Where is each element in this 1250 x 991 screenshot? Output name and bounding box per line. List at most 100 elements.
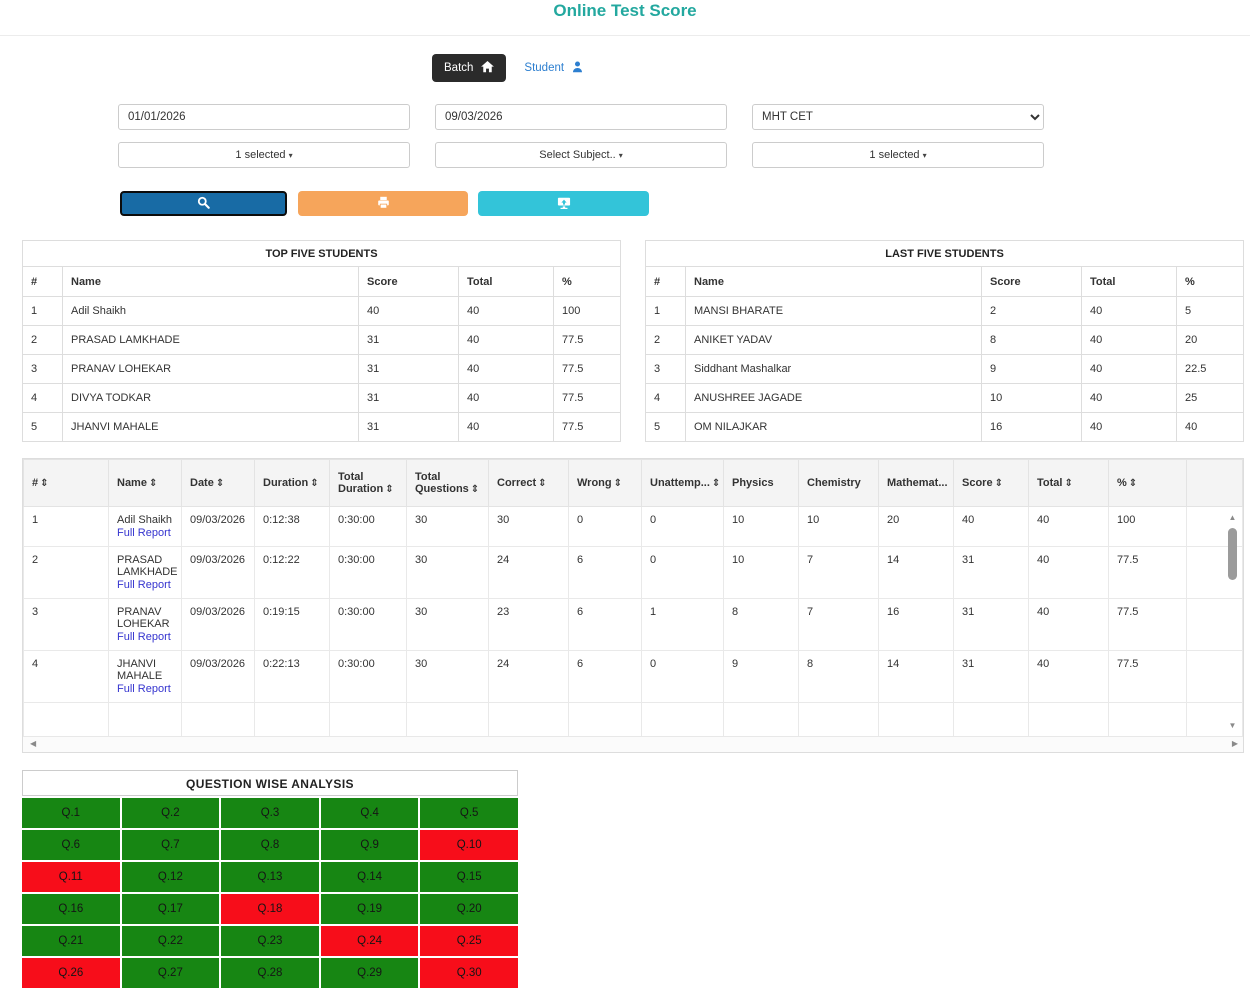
column-header-total-questions[interactable]: Total Questions ⇕ xyxy=(406,459,489,507)
cell: 1 xyxy=(645,296,686,326)
search-button[interactable] xyxy=(120,191,287,216)
column-header-date[interactable]: Date ⇕ xyxy=(181,459,255,507)
column-header--[interactable]: # ⇕ xyxy=(23,459,109,507)
column-header: Name xyxy=(62,266,359,297)
print-button[interactable] xyxy=(298,191,468,216)
column-header-unattemp-[interactable]: Unattemp... ⇕ xyxy=(641,459,724,507)
cell-physics: 8 xyxy=(723,598,799,651)
column-header-correct[interactable]: Correct ⇕ xyxy=(488,459,569,507)
column-header-total[interactable]: Total ⇕ xyxy=(1028,459,1109,507)
question-grid: Q.1 Q.2 Q.3 Q.4 Q.5 Q.6 Q.7 Q.8 Q.9 Q.10 Q.11 Q.12 Q… xyxy=(22,798,518,988)
cell-mathematics: 20 xyxy=(878,506,954,547)
tab-student[interactable]: Student xyxy=(524,60,584,76)
caret-down-icon: ▾ xyxy=(288,151,293,160)
column-header: % xyxy=(1176,266,1244,297)
cell: 20 xyxy=(1176,325,1244,355)
column-header-duration[interactable]: Duration ⇕ xyxy=(254,459,330,507)
scroll-up-icon[interactable]: ▲ xyxy=(1228,513,1237,522)
cell xyxy=(878,702,954,736)
column-header-total-duration[interactable]: Total Duration ⇕ xyxy=(329,459,407,507)
cell xyxy=(108,702,182,736)
table-row: 3 PRANAV LOHEKAR 31 40 77.5 xyxy=(22,354,621,384)
sort-icon: ⇕ xyxy=(994,478,1003,489)
column-header: # xyxy=(22,266,63,297)
last-five-title: LAST FIVE STUDENTS xyxy=(645,240,1244,267)
cell: 2 xyxy=(22,325,63,355)
full-report-link[interactable]: Full Report xyxy=(117,683,171,695)
results-table: # ⇕ Name ⇕ Date ⇕ Duration ⇕ Total Duration ⇕ Tota… xyxy=(23,459,1243,736)
exam-select[interactable]: MHT CET xyxy=(752,104,1044,130)
column-header-score[interactable]: Score ⇕ xyxy=(953,459,1029,507)
scroll-left-icon[interactable]: ◀ xyxy=(30,739,37,748)
column-label: Chemistry xyxy=(807,477,861,489)
export-button[interactable] xyxy=(478,191,649,216)
column-label: Total Questions xyxy=(415,471,469,495)
cell-total_duration: 0:30:00 xyxy=(329,650,407,703)
cell-chemistry: 7 xyxy=(798,598,879,651)
cell-unattempted: 1 xyxy=(641,598,724,651)
scrollbar-thumb[interactable] xyxy=(1228,528,1237,580)
full-report-link[interactable]: Full Report xyxy=(117,579,171,591)
cell xyxy=(798,702,879,736)
table-title-row: LAST FIVE STUDENTS xyxy=(645,240,1244,267)
student-name: PRANAV LOHEKAR xyxy=(117,606,170,630)
result-row: 1 Adil Shaikh Full Report 09/03/2026 0:12:38… xyxy=(23,506,1243,547)
column-label: Score xyxy=(962,477,993,489)
vertical-scrollbar[interactable]: ▲ ▼ xyxy=(1226,513,1239,730)
cell-total_questions: 30 xyxy=(406,546,489,599)
cell: 1 xyxy=(22,296,63,326)
column-header-wrong[interactable]: Wrong ⇕ xyxy=(568,459,642,507)
result-row-partial xyxy=(23,702,1243,736)
scrollbar-spacer-cell xyxy=(1186,650,1243,703)
sort-icon: ⇕ xyxy=(1128,478,1138,489)
cell xyxy=(406,702,489,736)
horizontal-scrollbar[interactable]: ◀ ▶ xyxy=(23,736,1243,752)
column-header-chemistry: Chemistry xyxy=(798,459,879,507)
cell-total_questions: 30 xyxy=(406,598,489,651)
column-label: Wrong xyxy=(577,477,612,489)
results-header-row: # ⇕ Name ⇕ Date ⇕ Duration ⇕ Total Duration ⇕ Tota… xyxy=(23,459,1243,507)
cell-correct: 30 xyxy=(488,506,569,547)
cell: PRASAD LAMKHADE xyxy=(62,325,359,355)
cell: PRANAV LOHEKAR xyxy=(62,354,359,384)
date-from-input[interactable] xyxy=(118,104,410,130)
cell-name: PRASAD LAMKHADE Full Report xyxy=(108,546,182,599)
table-header-row: # Name Score Total% xyxy=(645,266,1244,297)
question-cell-correct: Q.6 xyxy=(22,830,120,860)
caret-down-icon: ▾ xyxy=(618,151,623,160)
cell-duration: 0:22:13 xyxy=(254,650,330,703)
full-report-link[interactable]: Full Report xyxy=(117,527,171,539)
cell-unattempted: 0 xyxy=(641,506,724,547)
question-cell-wrong: Q.18 xyxy=(221,894,319,924)
cell-score: 31 xyxy=(953,650,1029,703)
cell-unattempted: 0 xyxy=(641,650,724,703)
column-label: Total Duration xyxy=(338,471,384,495)
column-label: Physics xyxy=(732,477,774,489)
test-dropdown[interactable]: 1 selected ▾ xyxy=(752,142,1044,168)
subject-dropdown[interactable]: Select Subject.. ▾ xyxy=(435,142,727,168)
sort-icon: ⇕ xyxy=(613,478,623,489)
cell-total: 40 xyxy=(1028,598,1109,651)
scroll-down-icon[interactable]: ▼ xyxy=(1228,721,1237,730)
question-cell-correct: Q.20 xyxy=(420,894,518,924)
cell-date: 09/03/2026 xyxy=(181,506,255,547)
cell-chemistry: 7 xyxy=(798,546,879,599)
column-header--[interactable]: % ⇕ xyxy=(1108,459,1187,507)
question-cell-wrong: Q.25 xyxy=(420,926,518,956)
scroll-right-icon[interactable]: ▶ xyxy=(1231,739,1238,748)
table-row: 5 JHANVI MAHALE 31 40 77.5 xyxy=(22,412,621,442)
batch-tab-label: Batch xyxy=(444,62,474,74)
sort-icon: ⇕ xyxy=(148,478,158,489)
question-cell-correct: Q.29 xyxy=(320,958,419,988)
batch-dropdown[interactable]: 1 selected ▾ xyxy=(118,142,410,168)
date-to-input[interactable] xyxy=(435,104,727,130)
cell: 40 xyxy=(458,354,554,384)
cell: ANUSHREE JAGADE xyxy=(685,383,982,413)
sort-icon: ⇕ xyxy=(40,478,49,489)
full-report-link[interactable]: Full Report xyxy=(117,631,171,643)
cell-physics: 10 xyxy=(723,546,799,599)
column-label: Duration xyxy=(263,477,309,489)
column-header-name[interactable]: Name ⇕ xyxy=(108,459,182,507)
tab-batch[interactable]: Batch xyxy=(432,54,507,82)
sort-icon: ⇕ xyxy=(538,478,547,489)
